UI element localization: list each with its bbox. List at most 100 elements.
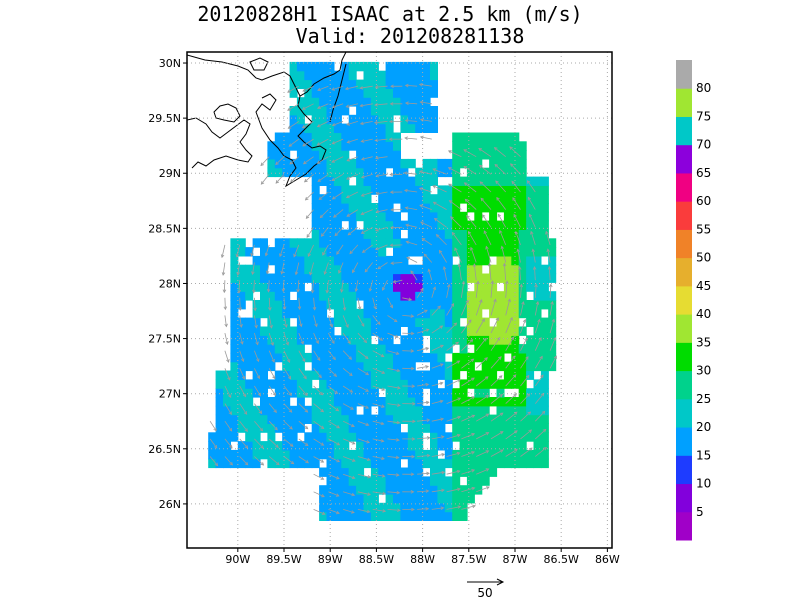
wind-cell [237,326,246,336]
wind-vector-head [288,143,293,147]
wind-vector [346,121,359,125]
colorbar-swatch [676,201,692,230]
wind-vector-head [302,143,306,147]
wind-cell [452,203,461,213]
wind-vector [446,434,461,440]
wind-cell [356,361,365,372]
wind-cell [385,502,394,513]
wind-cell [245,379,254,389]
wind-vector [377,262,388,270]
wind-vector-head [441,470,446,475]
wind-vector [547,249,551,263]
wind-cell [496,176,505,186]
wind-cell [274,379,283,389]
colorbar-swatch [676,483,692,513]
wind-cell [503,405,512,416]
wind-cell [304,414,313,424]
wind-vector [317,85,329,91]
wind-cell [548,361,557,372]
wind-cell [430,70,438,81]
wind-cell [407,361,416,372]
wind-cell [296,106,305,116]
wind-cell [511,326,520,336]
wind-cell [400,370,409,380]
wind-cell [422,317,431,327]
wind-vector [476,432,489,440]
wind-vector-head [304,392,308,397]
wind-cell [533,291,542,301]
wind-vector [404,137,418,140]
wind-cell [311,220,320,230]
wind-vector-head [367,492,372,496]
wind-cell [400,352,409,363]
wind-cell [481,423,490,433]
wind-vector-head [457,263,462,268]
wind-vector-head [486,486,490,490]
wind-cell [407,123,416,133]
wind-vector-head [424,309,428,314]
wind-cell [230,335,239,345]
wind-cell [452,264,461,275]
wind-cell [363,317,372,327]
wind-cell [356,132,365,142]
wind-cell [304,352,313,363]
wind-vector [328,385,338,394]
wind-vector-head [282,306,287,311]
wind-cell [474,432,483,442]
wind-cell [481,150,490,160]
wind-cell [356,414,365,424]
wind-cell [289,70,298,81]
wind-cell [407,494,416,504]
wind-cell [393,317,401,327]
wind-vector [390,244,403,246]
wind-cell [526,361,535,372]
wind-cell [319,273,328,283]
wind-vector [405,85,418,87]
wind-cell [304,106,313,116]
wind-vector [461,433,475,440]
wind-vector-head [396,420,401,425]
wind-cell [415,167,424,178]
wind-cell [378,458,387,469]
wind-vector-head [331,177,336,182]
wind-vector-head [529,447,533,451]
wind-cell [407,379,416,389]
wind-cell [333,291,342,301]
wind-cell [356,282,365,292]
wind-cell [452,449,461,460]
wind-cell [341,273,350,283]
wind-vector [387,367,400,372]
wind-cell [348,423,357,433]
wind-cell [526,432,535,442]
wind-vector-head [240,341,244,345]
wind-cell [289,405,298,416]
wind-cell [393,502,401,513]
wind-vector [283,403,292,413]
wind-cell [533,379,542,389]
wind-cell [348,185,357,195]
wind-cell [540,423,549,433]
wind-cell [452,370,461,380]
wind-vector-head [256,375,260,380]
wind-cell [430,414,438,424]
wind-vector [520,301,524,316]
wind-cell [311,255,320,266]
wind-cell [437,485,446,495]
plot-frame [186,51,613,549]
wind-cell [296,247,305,257]
wind-vector-head [252,289,256,294]
wind-cell [326,273,335,283]
wind-cell [348,194,357,204]
wind-cell [304,61,313,72]
wind-vector-head [548,283,553,288]
wind-vector-head [527,196,532,201]
wind-cell [267,361,276,372]
wind-cell [341,167,350,178]
wind-cell [540,247,549,257]
wind-vector-head [381,387,386,391]
wind-vector-head [260,162,265,167]
wind-cell [326,264,335,275]
wind-cell [459,449,468,460]
wind-cell [326,238,335,248]
wind-vector-head [469,339,474,343]
